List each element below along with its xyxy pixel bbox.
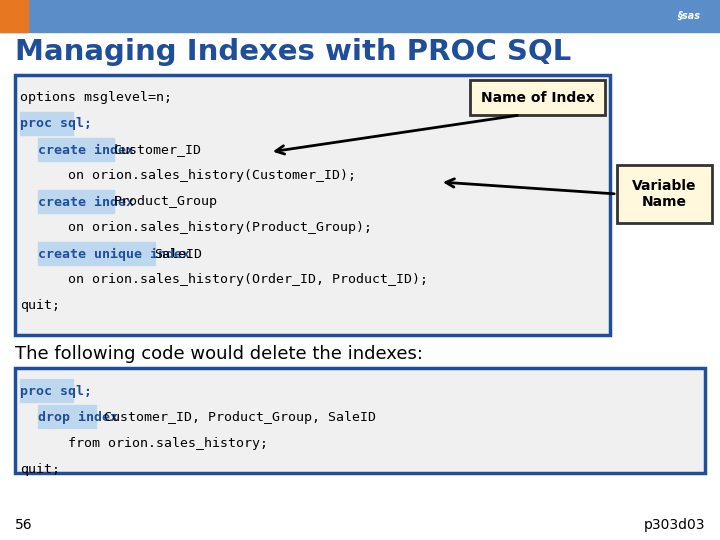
Text: Product_Group: Product_Group (114, 195, 217, 208)
Bar (37, 138, 114, 161)
Text: §sas: §sas (677, 11, 700, 21)
Text: on orion.sales_history(Product_Group);: on orion.sales_history(Product_Group); (20, 221, 372, 234)
Text: Customer_ID: Customer_ID (114, 144, 202, 157)
Bar (37, 190, 114, 213)
Text: from orion.sales_history;: from orion.sales_history; (20, 436, 268, 449)
Text: Name of Index: Name of Index (481, 91, 595, 105)
Text: create index: create index (37, 195, 142, 208)
Text: The following code would delete the indexes:: The following code would delete the inde… (15, 345, 423, 363)
Text: create index: create index (37, 144, 142, 157)
Bar (37, 242, 155, 265)
Text: drop index: drop index (37, 410, 117, 423)
Text: quit;: quit; (20, 462, 60, 476)
Text: Managing Indexes with PROC SQL: Managing Indexes with PROC SQL (15, 38, 571, 66)
Bar (0, 0, 28, 32)
Text: Variable
Name: Variable Name (632, 179, 697, 209)
Bar (0, 0, 720, 32)
Text: create unique index: create unique index (37, 247, 197, 260)
Bar (617, 165, 712, 223)
Text: SaleID: SaleID (155, 247, 202, 260)
Bar (20, 379, 73, 402)
Text: proc sql;: proc sql; (20, 384, 92, 397)
Text: p303d03: p303d03 (644, 518, 705, 532)
Text: 56: 56 (15, 518, 32, 532)
Text: Customer_ID, Product_Group, SaleID: Customer_ID, Product_Group, SaleID (96, 410, 376, 423)
Text: on orion.sales_history(Customer_ID);: on orion.sales_history(Customer_ID); (20, 170, 356, 183)
Bar (470, 80, 605, 115)
Bar (20, 112, 73, 135)
Text: quit;: quit; (20, 300, 60, 313)
Text: options msglevel=n;: options msglevel=n; (20, 91, 172, 105)
Bar (37, 405, 96, 428)
Bar (15, 368, 705, 473)
Bar (15, 75, 610, 335)
Text: proc sql;: proc sql; (20, 118, 92, 131)
Text: on orion.sales_history(Order_ID, Product_ID);: on orion.sales_history(Order_ID, Product… (20, 273, 428, 287)
